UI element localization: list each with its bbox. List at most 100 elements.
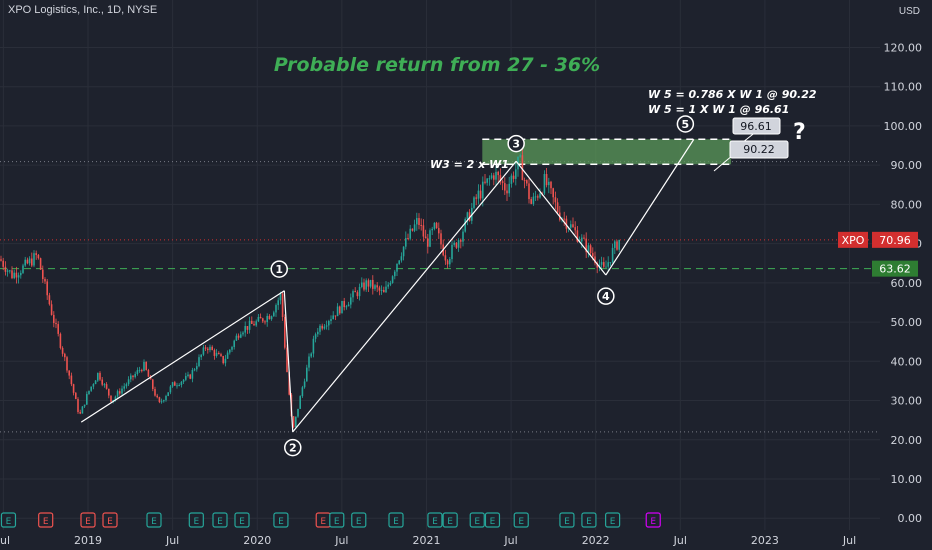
y-tick-label: 80.00: [891, 198, 923, 211]
candle-body: [512, 175, 515, 179]
candle-body: [35, 253, 37, 255]
candle-body: [220, 354, 222, 357]
elliott-wave-labels: 1 2 3 4 5: [270, 115, 695, 457]
earnings-marker: E: [0, 512, 17, 528]
candle-body: [202, 347, 205, 355]
candle-body: [160, 401, 163, 403]
candle-body: [345, 306, 348, 308]
candle-body: [537, 196, 539, 198]
price-labels: XPO 70.96 63.62: [838, 231, 918, 277]
y-tick-label: 20.00: [891, 434, 923, 447]
candle-body: [446, 260, 449, 265]
candle-body: [521, 155, 524, 181]
candle-body: [0, 259, 2, 261]
candle-body: [616, 241, 618, 250]
candle-body: [53, 314, 55, 323]
candle-body: [464, 218, 466, 232]
candle-body: [361, 282, 363, 287]
earnings-marker-text: E: [239, 517, 245, 527]
wave-label: 2: [284, 438, 302, 457]
candle-body: [499, 175, 502, 182]
candle-body: [165, 395, 167, 401]
candle-body: [312, 338, 315, 354]
candle-body: [169, 386, 172, 393]
candle-body: [255, 321, 257, 326]
earnings-marker-box: [234, 512, 250, 528]
wave-label-text: 2: [289, 442, 297, 455]
earnings-marker-text: E: [151, 517, 157, 527]
candle-body: [33, 253, 35, 266]
candle-body: [28, 258, 31, 264]
candle-body: [244, 326, 246, 333]
earnings-marker: E: [442, 512, 458, 528]
y-tick-label: 100.00: [884, 120, 923, 133]
x-tick-label: Jul: [673, 534, 687, 547]
earnings-marker-text: E: [610, 517, 616, 527]
candle-body: [182, 379, 185, 382]
chart-title: Probable return from 27 - 36%: [274, 54, 600, 76]
candle-body: [367, 280, 370, 287]
candle-body: [402, 246, 405, 257]
candle-body: [328, 320, 330, 326]
candle-body: [563, 218, 565, 220]
candle-body: [207, 348, 209, 351]
candle-body: [416, 218, 418, 225]
candle-body: [574, 227, 576, 231]
candle-body: [105, 384, 108, 389]
candle-body: [57, 324, 59, 334]
candle-body: [86, 394, 88, 405]
candle-body: [147, 369, 150, 377]
earnings-marker-box: [351, 512, 367, 528]
earnings-marker: E: [581, 512, 597, 528]
candle-body: [572, 224, 574, 228]
candle-body: [554, 197, 557, 203]
candle-body: [26, 259, 29, 264]
candle-body: [123, 386, 125, 389]
candle-body: [209, 346, 211, 351]
candle-body: [420, 225, 422, 227]
y-tick-label: 40.00: [891, 355, 923, 368]
earnings-marker-text: E: [490, 517, 496, 527]
candle-body: [279, 293, 282, 301]
y-tick-label: 30.00: [891, 395, 923, 408]
candle-body: [55, 322, 57, 325]
candle-body: [455, 242, 458, 248]
price-label-text: 70.96: [879, 234, 911, 247]
candle-body: [477, 190, 480, 199]
price-label-box: [838, 231, 868, 248]
candle-body: [352, 291, 354, 298]
candle-body: [497, 171, 499, 176]
candle-body: [92, 384, 95, 387]
earnings-marker-text: E: [650, 517, 656, 527]
candle-body: [411, 228, 414, 231]
candle-body: [174, 382, 176, 386]
candle-body: [83, 404, 86, 407]
earnings-marker-text: E: [320, 517, 326, 527]
candle-body: [319, 325, 321, 332]
candle-body: [114, 396, 117, 400]
price-label-text: 63.62: [879, 263, 911, 276]
target-label-96-61: 96.61: [732, 117, 781, 151]
price-candles: [0, 148, 620, 429]
candle-body: [275, 305, 277, 313]
candle-body: [145, 361, 147, 370]
candle-body: [438, 228, 440, 234]
target-zone: [482, 138, 732, 166]
x-tick-label: Jul: [842, 534, 856, 547]
earnings-marker: E: [329, 512, 345, 528]
candle-body: [266, 315, 268, 323]
x-axis[interactable]: Jul 2019 Jul 2020 Jul 2021 Jul 2022 Jul 2023 Jul: [0, 534, 856, 547]
earnings-marker-text: E: [217, 517, 223, 527]
candle-body: [75, 392, 77, 400]
candle-body: [50, 304, 53, 315]
candle-body: [77, 399, 79, 412]
symbol-title: XPO Logistics, Inc., 1D, NYSE: [8, 4, 158, 16]
candle-body: [308, 356, 310, 368]
candle-body: [424, 236, 427, 239]
candle-body: [418, 218, 420, 226]
candle-body: [215, 352, 218, 356]
candle-body: [523, 180, 526, 182]
candle-body: [585, 238, 587, 253]
